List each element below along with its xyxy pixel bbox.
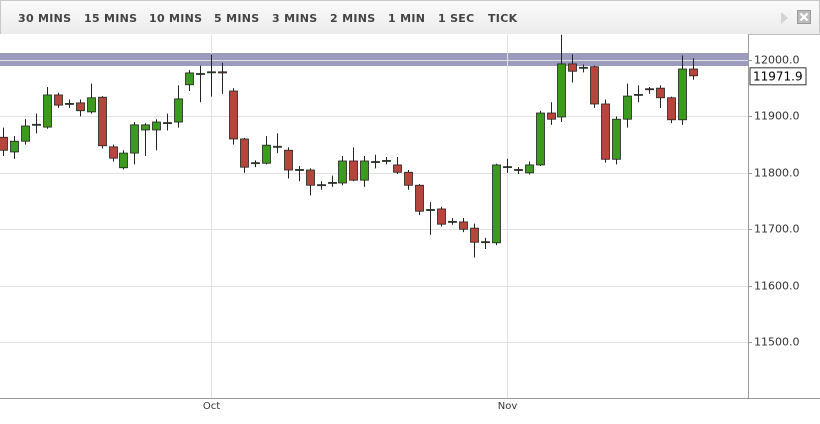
candle-body bbox=[185, 72, 194, 86]
candle-body bbox=[579, 66, 588, 69]
x-tick-label: Oct bbox=[203, 401, 220, 412]
candle-body bbox=[21, 125, 30, 142]
candle-body bbox=[229, 90, 238, 140]
candle-body bbox=[382, 160, 391, 162]
candle-body bbox=[590, 66, 599, 105]
candle-body bbox=[623, 95, 632, 120]
candle-body bbox=[536, 112, 545, 166]
candle-body bbox=[240, 138, 249, 168]
candle-body bbox=[196, 73, 205, 75]
candle-body bbox=[152, 121, 161, 131]
candle-body bbox=[273, 145, 282, 148]
x-tick-label: Nov bbox=[498, 401, 518, 412]
candle-body bbox=[448, 220, 457, 223]
candle-body bbox=[645, 88, 654, 91]
candle-body bbox=[415, 184, 424, 212]
timeframe-button[interactable]: 1 SEC bbox=[438, 12, 475, 25]
candle-body bbox=[667, 97, 676, 121]
candle-body bbox=[360, 160, 369, 181]
candle-body bbox=[174, 98, 183, 123]
candle-body bbox=[284, 149, 293, 171]
candle-body bbox=[98, 96, 107, 147]
candle-body bbox=[601, 103, 610, 160]
close-button[interactable] bbox=[797, 10, 811, 24]
candle-body bbox=[393, 164, 402, 173]
candle-body bbox=[459, 221, 468, 230]
candle-body bbox=[218, 71, 227, 74]
candle-body bbox=[295, 169, 304, 171]
y-tick-label: 12000.0 bbox=[754, 54, 800, 67]
candle-body bbox=[470, 227, 479, 243]
candle-body bbox=[251, 162, 260, 165]
candle-body bbox=[689, 68, 698, 77]
timeframe-button[interactable]: TICK bbox=[488, 12, 518, 25]
candle-body bbox=[612, 118, 621, 160]
candle-body bbox=[65, 103, 74, 105]
timeframe-button[interactable]: 15 MINS bbox=[84, 12, 138, 25]
candle-body bbox=[32, 123, 41, 126]
price-band bbox=[0, 53, 748, 66]
candle-body bbox=[503, 166, 512, 169]
candle-body bbox=[492, 164, 501, 244]
candle-body bbox=[634, 93, 643, 96]
candle-body bbox=[43, 94, 52, 128]
candle-body bbox=[306, 169, 315, 186]
candle-body bbox=[371, 161, 380, 163]
candle-body bbox=[119, 152, 128, 169]
candle-body bbox=[426, 209, 435, 211]
candle-body bbox=[328, 182, 337, 184]
timeframe-button[interactable]: 2 MINS bbox=[330, 12, 376, 25]
timeframe-button[interactable]: 5 MINS bbox=[214, 12, 260, 25]
scroll-arrow[interactable] bbox=[779, 11, 791, 25]
candle-body bbox=[76, 102, 85, 112]
candle-body bbox=[54, 94, 63, 106]
candle-body bbox=[557, 63, 566, 118]
candle-body bbox=[568, 63, 577, 72]
candle-body bbox=[163, 122, 172, 125]
last-price-label: 11971.9 bbox=[753, 69, 803, 83]
candle-body bbox=[678, 68, 687, 121]
candle-body bbox=[207, 71, 216, 74]
toolbar: 30 MINS 15 MINS 10 MINS 5 MINS 3 MINS 2 … bbox=[0, 0, 820, 35]
candle-body bbox=[87, 97, 96, 113]
y-tick-label: 11900.0 bbox=[754, 110, 800, 123]
y-tick-label: 11600.0 bbox=[754, 280, 800, 293]
candle-body bbox=[547, 112, 556, 120]
candle-body bbox=[349, 160, 358, 181]
timeframe-button[interactable]: 10 MINS bbox=[149, 12, 203, 25]
last-price-box bbox=[749, 67, 807, 86]
plot-area bbox=[0, 34, 748, 398]
y-tick-label: 11700.0 bbox=[754, 223, 800, 236]
candle-body bbox=[404, 171, 413, 186]
candle-body bbox=[317, 184, 326, 187]
chart: 11500.0 11600.0 11700.0 11800.0 11900.0 12000… bbox=[0, 34, 820, 412]
candle-body bbox=[338, 160, 347, 184]
candle-body bbox=[514, 169, 523, 171]
timeframe-button[interactable]: 1 MIN bbox=[388, 12, 426, 25]
candle-body bbox=[130, 124, 139, 154]
candle-body bbox=[262, 144, 271, 164]
candle-body bbox=[437, 208, 446, 225]
candle-body bbox=[0, 136, 8, 151]
candle-body bbox=[141, 124, 150, 131]
candle-body bbox=[481, 241, 490, 244]
candle-body bbox=[10, 140, 19, 153]
candle-body bbox=[656, 87, 665, 99]
y-tick-label: 11800.0 bbox=[754, 167, 800, 180]
timeframe-button[interactable]: 3 MINS bbox=[272, 12, 318, 25]
candle-body bbox=[525, 164, 534, 174]
candle-body bbox=[109, 146, 118, 159]
timeframe-button[interactable]: 30 MINS bbox=[18, 12, 72, 25]
y-tick-label: 11500.0 bbox=[754, 336, 800, 349]
